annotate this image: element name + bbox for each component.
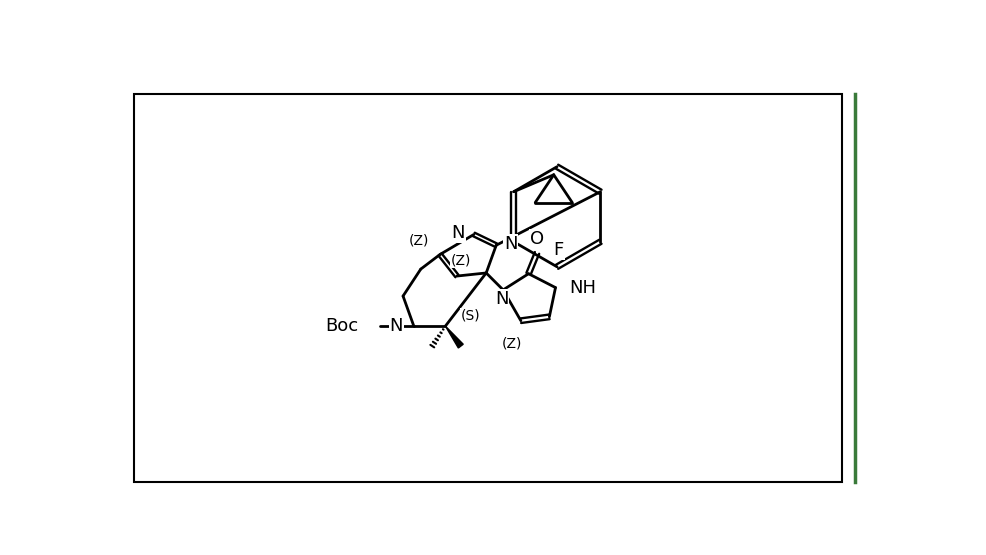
Text: N: N	[504, 235, 517, 253]
Text: (Z): (Z)	[408, 234, 428, 248]
Polygon shape	[445, 326, 462, 348]
Text: N: N	[451, 224, 464, 242]
Text: O: O	[529, 230, 543, 248]
Text: N: N	[389, 317, 402, 335]
Text: (Z): (Z)	[451, 254, 470, 268]
Text: N: N	[494, 290, 508, 308]
Text: (S): (S)	[460, 309, 480, 322]
Text: (Z): (Z)	[501, 337, 522, 351]
Text: Boc: Boc	[325, 317, 358, 335]
Text: F: F	[553, 241, 563, 259]
Text: NH: NH	[569, 279, 596, 296]
